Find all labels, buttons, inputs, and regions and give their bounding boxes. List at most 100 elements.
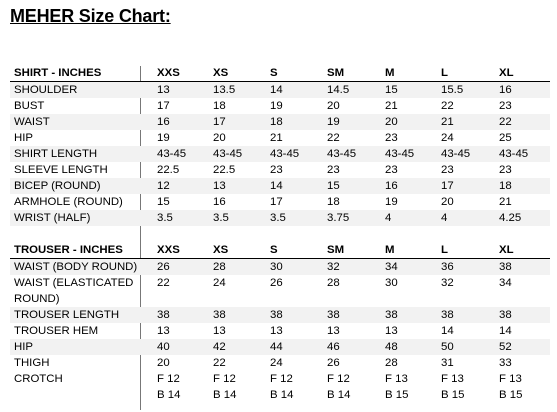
size-value: 22 — [157, 277, 170, 289]
size-value: 4 — [441, 212, 448, 224]
table-row: SLEEVE LENGTH 22.5 22.5 23 23 23 23 23 — [10, 162, 550, 178]
size-value: 3.5 — [270, 212, 286, 224]
size-value: 52 — [499, 341, 512, 353]
header-sm: SM — [327, 244, 345, 256]
table-row: BUST 17 18 19 20 21 22 23 — [10, 98, 550, 114]
size-value: 42 — [213, 341, 226, 353]
header-sm: SM — [327, 67, 345, 79]
row-label: HIP — [14, 132, 33, 144]
table-row: WAIST 16 17 18 19 20 21 22 — [10, 114, 550, 130]
crotch-row: CROTCH F 12 B 14 F 12 B 14 F 12 B 14 F 12 B … — [10, 371, 550, 403]
size-value: 20 — [327, 100, 340, 112]
row-label: THIGH — [14, 357, 50, 369]
size-value: 25 — [499, 132, 512, 144]
size-value: 3.5 — [157, 212, 173, 224]
row-label: BICEP (ROUND) — [14, 180, 101, 192]
size-value: 26 — [270, 277, 283, 289]
size-value: 13 — [213, 325, 226, 337]
size-value: 19 — [157, 132, 170, 144]
size-value: 15 — [157, 196, 170, 208]
size-value: 23 — [385, 164, 398, 176]
row-label: TROUSER HEM — [14, 325, 99, 337]
size-value: 38 — [157, 309, 170, 321]
size-value: 26 — [327, 357, 340, 369]
trouser-section-label: TROUSER - INCHES — [14, 244, 123, 256]
size-value: 20 — [213, 132, 226, 144]
size-value: 34 — [385, 261, 398, 273]
size-value: 18 — [499, 180, 512, 192]
size-value: 24 — [441, 132, 454, 144]
crotch-cell: F 12 B 14 — [270, 373, 294, 401]
size-value: 13 — [270, 325, 283, 337]
size-value: 23 — [327, 164, 340, 176]
row-label: TROUSER LENGTH — [14, 309, 120, 321]
crotch-cell: F 13 B 15 — [441, 373, 465, 401]
size-value: 34 — [499, 277, 512, 289]
size-value: 13 — [213, 180, 226, 192]
row-label: WAIST (ELASTICATED ROUND) — [14, 277, 134, 305]
size-value: 22 — [327, 132, 340, 144]
size-value: 13 — [157, 84, 170, 96]
size-value: 31 — [441, 357, 454, 369]
size-value: 21 — [270, 132, 283, 144]
size-value: 16 — [499, 84, 512, 96]
table-row: WAIST (BODY ROUND) 26 28 30 32 34 36 38 — [10, 259, 550, 275]
size-value: 23 — [385, 132, 398, 144]
size-value: 38 — [385, 309, 398, 321]
size-value: 22 — [213, 357, 226, 369]
header-xxs: XXS — [157, 67, 180, 79]
size-value: 22.5 — [213, 164, 236, 176]
size-value: 44 — [270, 341, 283, 353]
size-value: 20 — [385, 116, 398, 128]
size-value: 43-45 — [270, 148, 300, 160]
header-s: S — [270, 67, 278, 79]
size-value: 13 — [157, 325, 170, 337]
size-value: 19 — [327, 116, 340, 128]
table-row: ARMHOLE (ROUND) 15 16 17 18 19 20 21 — [10, 194, 550, 210]
shirt-section-label: SHIRT - INCHES — [14, 67, 102, 79]
size-value: 23 — [499, 164, 512, 176]
header-m: M — [385, 244, 395, 256]
size-value: 23 — [441, 164, 454, 176]
size-value: 12 — [157, 180, 170, 192]
crotch-cell: F 13 B 15 — [499, 373, 523, 401]
size-value: 46 — [327, 341, 340, 353]
header-xs: XS — [213, 67, 229, 79]
size-value: 21 — [499, 196, 512, 208]
size-value: 43-45 — [327, 148, 357, 160]
size-value: 43-45 — [157, 148, 187, 160]
size-value: 18 — [270, 116, 283, 128]
size-value: 43-45 — [499, 148, 529, 160]
table-row: SHIRT LENGTH 43-45 43-45 43-45 43-45 43-45 43-… — [10, 146, 550, 162]
size-value: 13.5 — [213, 84, 236, 96]
size-value: 38 — [270, 309, 283, 321]
header-xl: XL — [499, 67, 514, 79]
size-value: 16 — [213, 196, 226, 208]
table-row: TROUSER LENGTH 38 38 38 38 38 38 38 — [10, 307, 550, 323]
row-label: WAIST (BODY ROUND) — [14, 261, 138, 273]
table-row: SHOULDER 13 13.5 14 14.5 15 15.5 16 — [10, 82, 550, 98]
size-value: 17 — [157, 100, 170, 112]
size-value: 19 — [270, 100, 283, 112]
size-value: 3.75 — [327, 212, 350, 224]
size-value: 22.5 — [157, 164, 180, 176]
size-value: 14 — [270, 180, 283, 192]
size-value: 23 — [499, 100, 512, 112]
row-label: HIP — [14, 341, 33, 353]
size-value: 22 — [499, 116, 512, 128]
size-value: 21 — [441, 116, 454, 128]
size-chart-table: SHIRT - INCHES XXS XS S SM M L XL SHOULD… — [10, 66, 550, 403]
size-value: 48 — [385, 341, 398, 353]
table-row: HIP 40 42 44 46 48 50 52 — [10, 339, 550, 355]
size-value: 43-45 — [441, 148, 471, 160]
row-label: WRIST (HALF) — [14, 212, 91, 224]
table-row: WRIST (HALF) 3.5 3.5 3.5 3.75 4 4 4.25 — [10, 210, 550, 226]
size-value: 43-45 — [213, 148, 243, 160]
size-value: 19 — [385, 196, 398, 208]
size-value: 22 — [441, 100, 454, 112]
size-value: 38 — [499, 261, 512, 273]
size-value: 36 — [441, 261, 454, 273]
size-value: 14 — [441, 325, 454, 337]
size-value: 26 — [157, 261, 170, 273]
column-divider — [140, 66, 141, 410]
